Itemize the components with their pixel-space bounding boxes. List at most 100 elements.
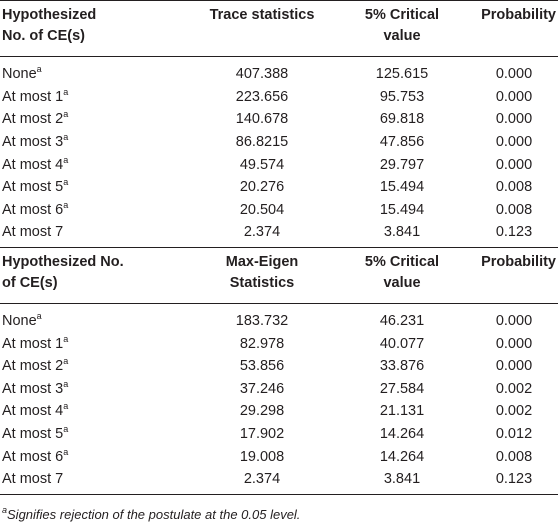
- superscript: a: [63, 199, 69, 210]
- row-label-cell: At most 3a: [0, 132, 190, 151]
- cell: 2.374: [243, 471, 281, 488]
- footnote-mark: a: [2, 504, 8, 515]
- row-label-cell: At most 1a: [0, 86, 190, 105]
- row-label-cell: At most 2a: [0, 357, 190, 375]
- cell: 0.000: [495, 313, 533, 330]
- row-label-cell: At most 7: [0, 224, 190, 240]
- cell: 223.656: [235, 88, 289, 105]
- footnote: aSignifies rejection of the postulate at…: [0, 495, 558, 522]
- tables: Hypothesized No. of CE(s) Trace statistic…: [0, 0, 558, 495]
- superscript: a: [36, 64, 42, 75]
- cell: 0.000: [495, 156, 533, 173]
- row-label-cell: At most 3a: [0, 378, 190, 397]
- row: Nonea 183.732 46.231 0.000: [0, 310, 558, 333]
- superscript: a: [63, 86, 69, 97]
- cell: 27.584: [379, 380, 425, 397]
- row-label: At most 2: [2, 111, 64, 128]
- superscript: a: [36, 311, 42, 322]
- cell: 82.978: [239, 335, 285, 352]
- cell: 0.000: [495, 111, 533, 128]
- header-cell: Probability: [481, 7, 556, 23]
- row-label: At most 1: [2, 335, 64, 352]
- row-label-cell: At most 7: [0, 471, 190, 487]
- row: At most 3a 86.8215 47.856 0.000: [0, 131, 558, 154]
- table: Hypothesized No. of CE(s) Trace statistic…: [0, 0, 558, 248]
- cell: 0.123: [495, 471, 533, 488]
- row: At most 2a 53.856 33.876 0.000: [0, 355, 558, 378]
- cell: 15.494: [379, 179, 425, 196]
- row: At most 6a 19.008 14.264 0.008: [0, 445, 558, 468]
- cell: 14.264: [379, 426, 425, 443]
- row-label-cell: At most 2a: [0, 109, 190, 128]
- row-label: At most 7: [2, 224, 64, 241]
- cell: 0.008: [495, 448, 533, 465]
- cell: 21.131: [379, 403, 425, 420]
- cell: 37.246: [239, 380, 285, 397]
- row: At most 3a 37.246 27.584 0.002: [0, 378, 558, 401]
- superscript: a: [63, 424, 69, 435]
- cell: 15.494: [379, 201, 425, 218]
- superscript: a: [63, 109, 69, 120]
- row: At most 7 2.374 3.841 0.123: [0, 221, 558, 244]
- cell: 95.753: [379, 88, 425, 105]
- cell: 140.678: [235, 111, 289, 128]
- cell: 33.876: [379, 358, 425, 375]
- row-label-cell: At most 4a: [0, 154, 190, 173]
- superscript: a: [63, 132, 69, 143]
- row: At most 6a 20.504 15.494 0.008: [0, 199, 558, 222]
- superscript: a: [63, 378, 69, 389]
- row-label: At most 2: [2, 358, 64, 375]
- cell: 29.298: [239, 403, 285, 420]
- cell: 29.797: [379, 156, 425, 173]
- cell: 3.841: [383, 471, 421, 488]
- row-label: At most 7: [2, 471, 64, 488]
- superscript: a: [63, 446, 69, 457]
- cell: 3.841: [383, 224, 421, 241]
- row-label: At most 1: [2, 88, 64, 105]
- row: At most 4a 29.298 21.131 0.002: [0, 400, 558, 423]
- cell: 0.008: [495, 179, 533, 196]
- cell: 0.000: [495, 335, 533, 352]
- row-label-cell: At most 5a: [0, 424, 190, 443]
- header-cell: 5% Critical value: [364, 253, 440, 291]
- footnote-text: Signifies rejection of the postulate at …: [7, 506, 301, 522]
- row-label-cell: At most 6a: [0, 199, 190, 218]
- row: At most 7 2.374 3.841 0.123: [0, 468, 558, 491]
- row-label: At most 4: [2, 156, 64, 173]
- row-label: None: [2, 313, 37, 330]
- cell: 0.002: [495, 380, 533, 397]
- row-label-cell: At most 1a: [0, 334, 190, 352]
- cell: 49.574: [239, 156, 285, 173]
- cell: 183.732: [235, 313, 289, 330]
- header-row: Hypothesized No. of CE(s) Trace statistic…: [0, 1, 558, 57]
- row-label: None: [2, 66, 37, 83]
- row-label: At most 5: [2, 179, 64, 196]
- cell: 47.856: [379, 134, 425, 151]
- row-label: At most 5: [2, 426, 64, 443]
- cell: 407.388: [235, 66, 289, 83]
- cell: 20.504: [239, 201, 285, 218]
- superscript: a: [63, 154, 69, 165]
- superscript: a: [63, 177, 69, 188]
- cell: 20.276: [239, 179, 285, 196]
- row-label: At most 3: [2, 134, 64, 151]
- cell: 0.002: [495, 403, 533, 420]
- cell: 0.000: [495, 66, 533, 83]
- row: At most 1a 82.978 40.077 0.000: [0, 332, 558, 355]
- row-label: At most 3: [2, 380, 64, 397]
- header-cell: Trace statistics: [209, 7, 315, 23]
- cell: 2.374: [243, 224, 281, 241]
- header-row: Hypothesized No. of CE(s) Max-Eigen Stati…: [0, 248, 558, 304]
- cell: 0.000: [495, 358, 533, 375]
- header-cell: Probability: [481, 253, 556, 270]
- row-label-cell: At most 5a: [0, 177, 190, 196]
- cell: 0.008: [495, 201, 533, 218]
- table: Hypothesized No. of CE(s) Max-Eigen Stati…: [0, 248, 558, 495]
- rows: Nonea 183.732 46.231 0.000 At most 1a 82.978 4…: [0, 304, 558, 495]
- cell: 125.615: [375, 66, 429, 83]
- cell: 0.000: [495, 88, 533, 105]
- header-cell: Hypothesized No. of CE(s): [2, 253, 124, 291]
- header-cell: Max-Eigen Statistics: [225, 253, 299, 291]
- cell: 53.856: [239, 358, 285, 375]
- row: At most 5a 17.902 14.264 0.012: [0, 423, 558, 446]
